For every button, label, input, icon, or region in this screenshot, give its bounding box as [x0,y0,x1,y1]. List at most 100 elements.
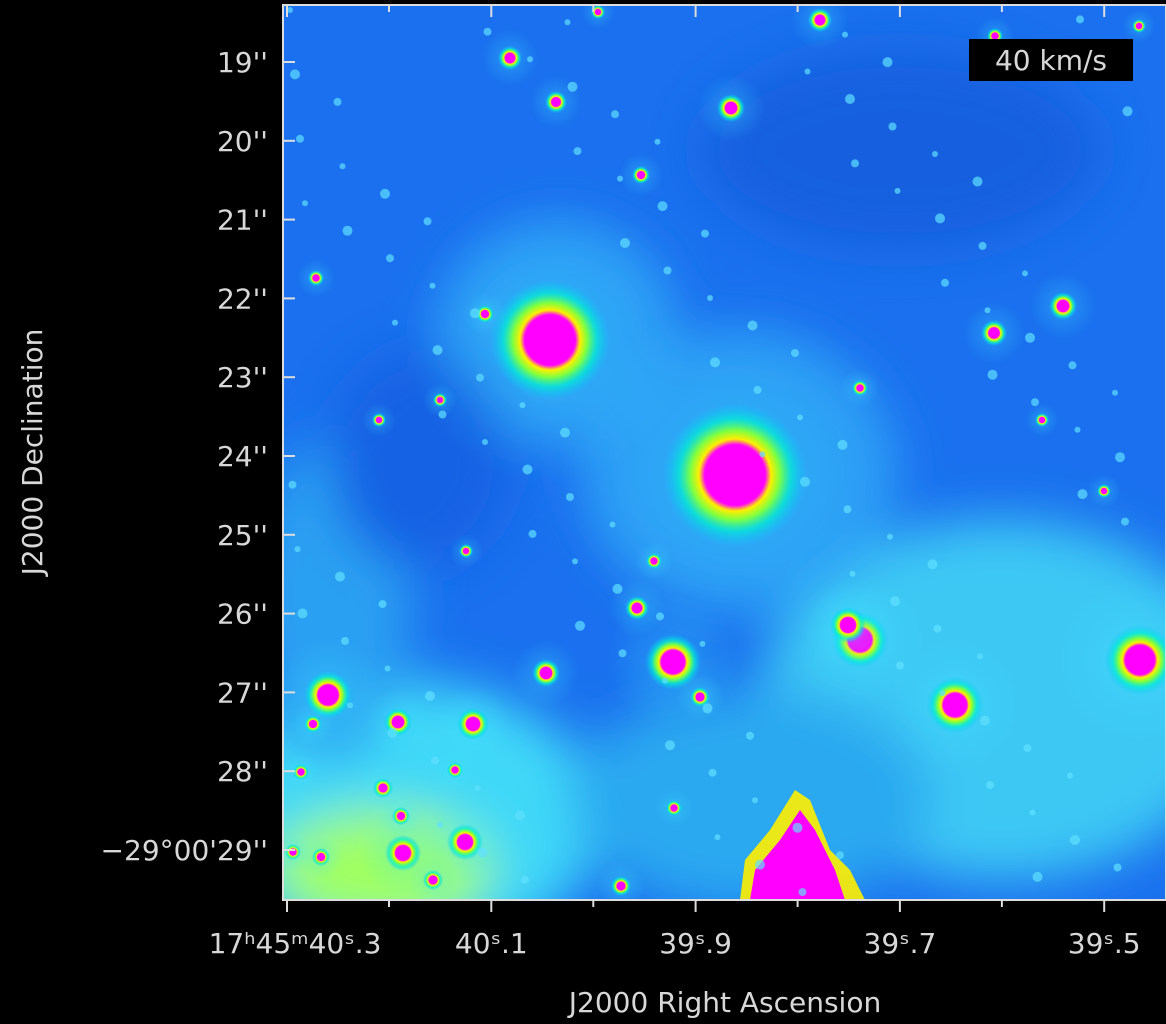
source [1097,484,1111,498]
faint-source [715,834,721,840]
faint-source [478,847,488,857]
faint-source [527,56,533,62]
faint-source [620,238,630,248]
faint-source [611,110,619,118]
y-tick-label: 25'' [217,519,268,552]
faint-source [707,295,713,301]
x-tick-label: 39ˢ.7 [864,927,937,960]
faint-source [941,279,949,287]
faint-source [700,641,706,647]
y-tick-label: 23'' [217,361,268,394]
y-tick-label: 22'' [217,282,268,315]
source [285,844,301,860]
faint-source [298,609,308,619]
faint-source [566,493,574,501]
y-tick-label: 24'' [217,440,268,473]
faint-source [799,888,807,896]
faint-source [842,32,848,38]
faint-source [341,637,349,645]
y-tick-label: 27'' [217,676,268,709]
faint-source [1030,810,1036,816]
y-tick-label: 28'' [217,755,268,788]
faint-source [887,534,893,540]
faint-source [347,702,353,708]
faint-source [1114,864,1122,872]
faint-source [385,666,391,672]
faint-source [932,151,938,157]
faint-source [575,621,585,631]
x-tick-label: 40ˢ.1 [455,927,528,960]
faint-source [295,546,301,552]
source [808,8,832,32]
y-tick-label: 21'' [217,204,268,237]
faint-source [529,530,537,538]
faint-source [979,242,987,250]
source [447,762,463,778]
faint-source [850,571,856,577]
faint-source [482,439,488,445]
faint-source [386,254,394,262]
sky-image-figure: 40 km/s J2000 Right Ascension J2000 Decl… [0,0,1166,1024]
faint-source [755,860,765,870]
faint-source [392,320,398,326]
source [981,320,1007,346]
faint-source [1033,872,1043,882]
faint-source [836,851,844,859]
faint-source [752,797,758,803]
faint-source [379,600,387,608]
faint-source [290,69,300,79]
faint-source [838,440,848,450]
source [545,91,567,113]
faint-source [515,810,525,820]
source [1035,413,1049,427]
faint-source [568,82,578,92]
faint-source [754,386,762,394]
faint-source [334,98,342,106]
faint-source [1022,270,1028,276]
faint-source [895,188,901,194]
faint-source [800,477,810,487]
faint-source [703,703,713,713]
source [646,553,662,569]
source [392,807,410,825]
source [308,270,324,286]
x-tick-label: 17ʰ45ᵐ40ˢ.3 [209,927,382,960]
faint-source [988,370,998,380]
faint-source [662,678,668,684]
faint-source [760,451,766,457]
faint-source [439,411,447,419]
source [1049,292,1077,320]
source [457,708,489,740]
faint-source [431,756,439,764]
x-tick-label: 39ˢ.9 [659,927,732,960]
faint-source [797,414,803,420]
y-tick-label: −29°00'29'' [101,834,268,867]
faint-source [1115,452,1125,462]
faint-source [980,716,990,726]
faint-source [934,625,942,633]
faint-source [793,823,803,833]
faint-source [574,147,582,155]
faint-source [656,612,664,620]
faint-source [986,781,994,789]
faint-source [1067,773,1073,779]
source [447,824,483,860]
faint-source [748,321,758,331]
source [1132,19,1146,33]
source [830,607,866,643]
faint-source [1121,518,1129,526]
faint-source [302,200,308,206]
faint-source [889,123,897,131]
source [717,94,745,122]
faint-source [977,653,983,659]
faint-source [844,505,852,513]
faint-source [1075,427,1081,433]
faint-source [746,732,754,740]
faint-source [1070,835,1080,845]
y-tick-label: 26'' [217,598,268,631]
faint-source [572,558,578,564]
faint-source [940,690,946,696]
x-axis-label: J2000 Right Ascension [567,986,881,1019]
source [304,715,322,733]
faint-source [1123,106,1133,116]
